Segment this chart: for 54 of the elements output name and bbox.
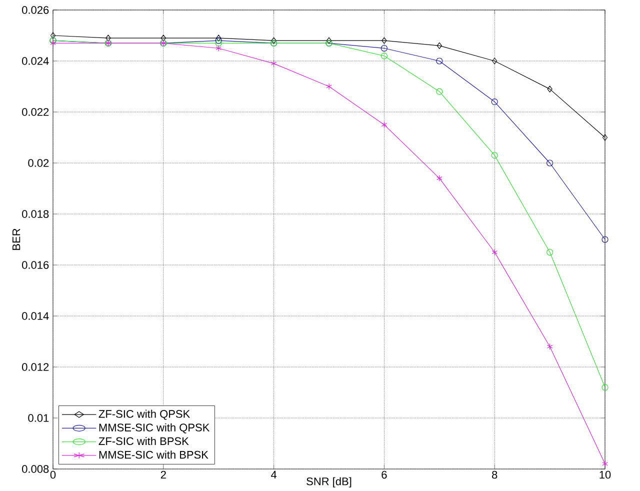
point xyxy=(215,37,222,44)
point xyxy=(270,60,277,67)
x-tick-label: 4 xyxy=(270,470,277,478)
point xyxy=(492,248,498,256)
point xyxy=(602,384,608,391)
x-tick-label: 8 xyxy=(492,470,498,479)
point xyxy=(436,42,442,49)
y-tick-label: 0.02 xyxy=(28,159,49,167)
point xyxy=(326,83,332,90)
point xyxy=(215,40,222,46)
y-axis-title: BER xyxy=(12,228,20,250)
point xyxy=(216,34,222,42)
point xyxy=(50,32,56,39)
legend-label: ZF-SIC with QPSK xyxy=(98,410,190,420)
point xyxy=(382,37,387,44)
x-tick-label: 6 xyxy=(382,470,387,479)
point xyxy=(491,152,498,159)
point xyxy=(602,236,608,243)
y-tick-label: 0.022 xyxy=(22,108,49,116)
point xyxy=(216,44,222,52)
point xyxy=(491,98,498,106)
point xyxy=(436,175,442,182)
point xyxy=(602,134,608,141)
point xyxy=(380,44,388,52)
point xyxy=(50,40,56,46)
y-tick-label: 0.016 xyxy=(22,261,49,269)
legend-label: MMSE-SIC with BPSK xyxy=(99,450,208,459)
point xyxy=(547,86,552,92)
x-tick-label: 2 xyxy=(160,470,166,479)
x-tick-label: 0 xyxy=(50,470,56,479)
point xyxy=(106,34,111,42)
y-tick-label: 0.008 xyxy=(22,465,49,473)
point xyxy=(546,248,554,256)
legend-label: MMSE-SIC with QPSK xyxy=(99,423,210,434)
y-tick-label: 0.014 xyxy=(22,312,49,320)
y-tick-label: 0.01 xyxy=(28,414,49,422)
point xyxy=(492,58,498,64)
x-tick-label: 10 xyxy=(600,470,611,479)
point xyxy=(160,34,166,42)
point xyxy=(326,37,332,44)
point xyxy=(271,37,276,44)
point xyxy=(602,460,608,468)
y-tick-label: 0.018 xyxy=(22,210,49,218)
point xyxy=(546,343,553,350)
point xyxy=(546,160,554,166)
point xyxy=(436,58,443,64)
point xyxy=(380,52,388,60)
legend-label: ZF-SIC with BPSK xyxy=(98,436,189,446)
point xyxy=(436,88,443,95)
y-tick-label: 0.012 xyxy=(22,363,49,371)
y-tick-label: 0.024 xyxy=(22,57,49,65)
x-axis-title: SNR [dB] xyxy=(306,477,352,488)
point xyxy=(381,121,388,128)
y-tick-label: 0.026 xyxy=(22,6,49,14)
